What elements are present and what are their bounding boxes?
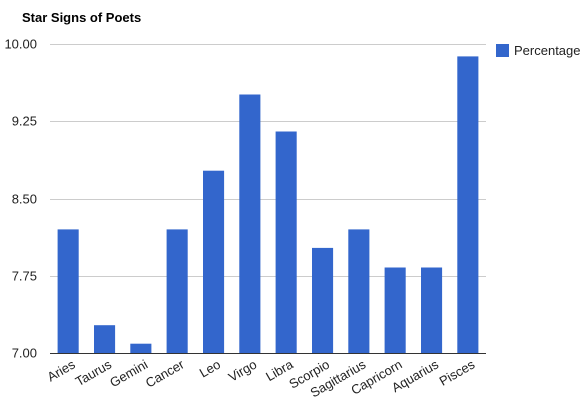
x-tick-label: Taurus xyxy=(73,356,115,389)
chart-title: Star Signs of Poets xyxy=(22,10,141,25)
bar-pisces[interactable] xyxy=(457,56,479,354)
bar-leo[interactable] xyxy=(203,170,225,353)
x-tick-label: Gemini xyxy=(107,357,150,391)
y-axis-tick-labels: 7.00 7.75 8.50 9.25 10.00 xyxy=(4,37,37,361)
bar-aquarius[interactable] xyxy=(421,267,443,354)
x-tick-label: Cancer xyxy=(143,356,187,390)
bar-sagittarius[interactable] xyxy=(348,229,370,353)
bar-libra[interactable] xyxy=(275,131,297,354)
y-tick-label: 7.00 xyxy=(12,346,37,361)
legend-label-percentage: Percentage xyxy=(514,43,581,58)
y-tick-label: 9.25 xyxy=(12,114,37,129)
bar-gemini[interactable] xyxy=(130,343,152,353)
legend[interactable]: Percentage xyxy=(496,43,581,58)
y-tick-label: 7.75 xyxy=(12,269,37,284)
x-tick-label: Aries xyxy=(45,356,79,384)
x-tick-label: Virgo xyxy=(226,357,260,385)
bar-scorpio[interactable] xyxy=(312,247,334,353)
bars xyxy=(57,56,479,354)
y-tick-label: 10.00 xyxy=(4,37,37,52)
bar-aries[interactable] xyxy=(57,229,79,353)
bar-capricorn[interactable] xyxy=(384,267,406,354)
y-tick-label: 8.50 xyxy=(12,192,37,207)
bar-cancer[interactable] xyxy=(166,229,188,353)
x-tick-label: Leo xyxy=(197,357,223,381)
x-tick-label: Pisces xyxy=(437,356,478,388)
bar-taurus[interactable] xyxy=(94,325,116,353)
legend-swatch-percentage xyxy=(496,44,509,57)
gridlines xyxy=(50,44,486,277)
bar-virgo[interactable] xyxy=(239,94,261,354)
